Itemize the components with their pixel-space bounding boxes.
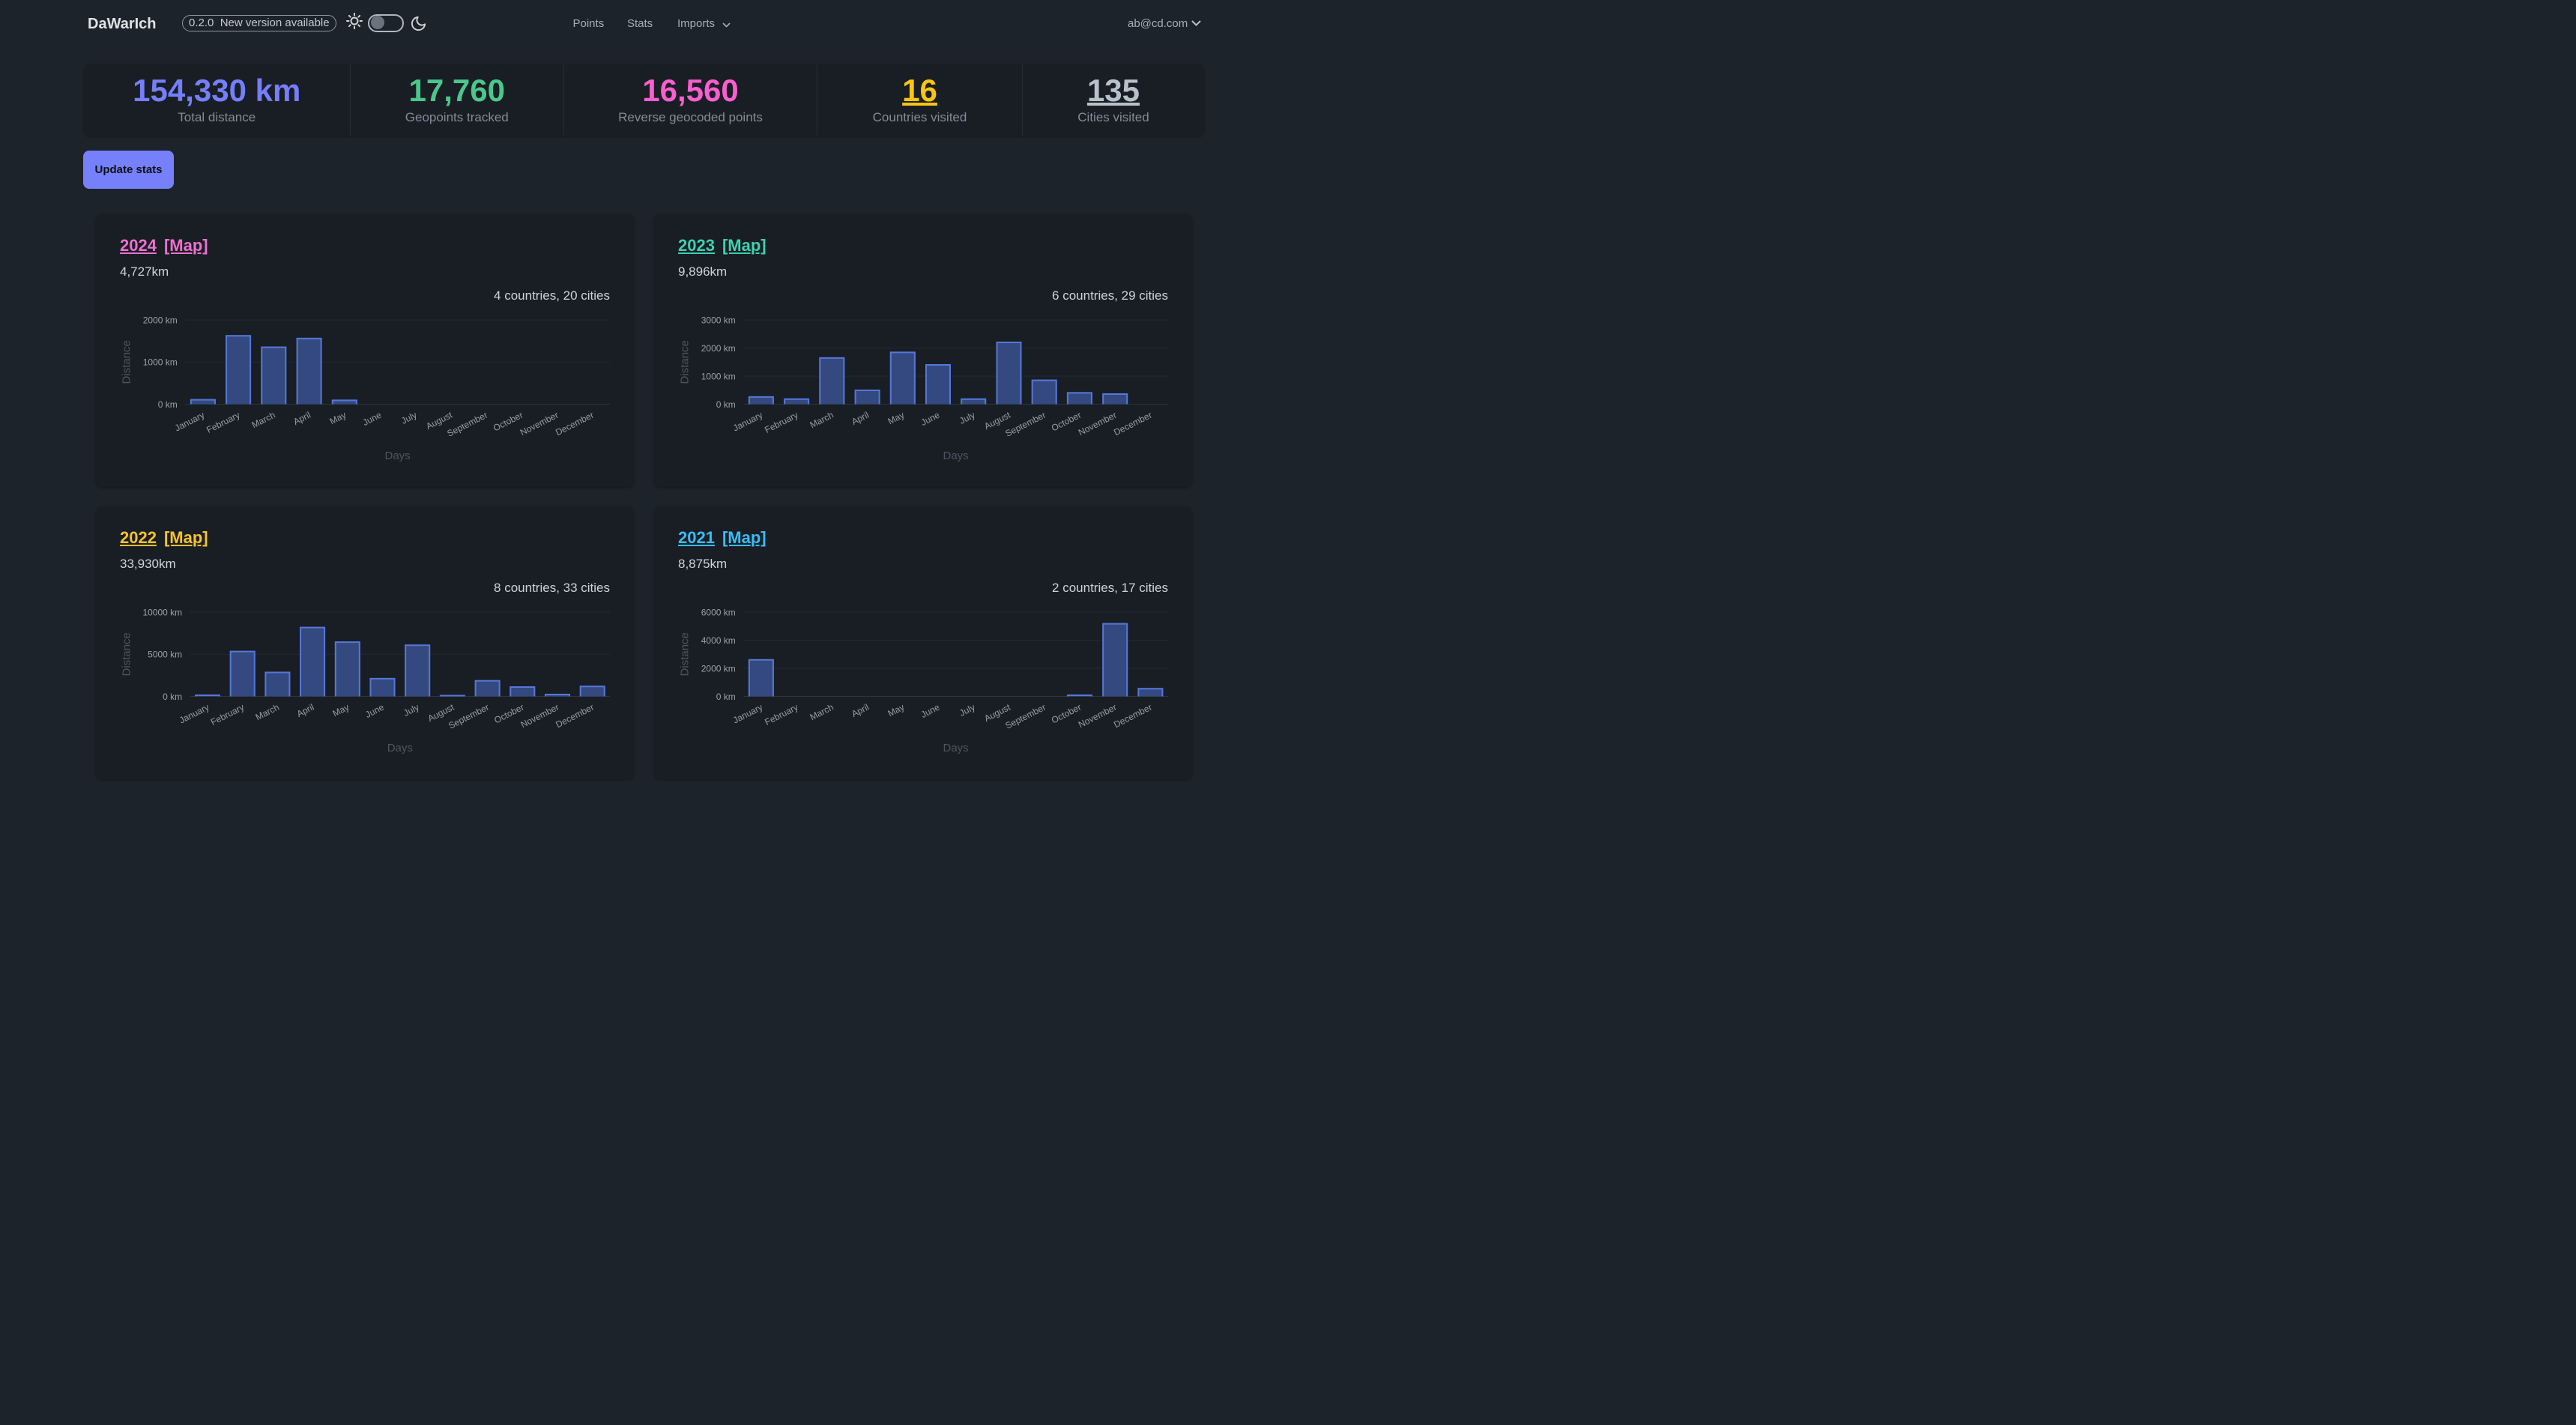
svg-text:January: January (731, 409, 764, 433)
svg-text:4000 km: 4000 km (701, 635, 736, 645)
svg-text:June: June (919, 409, 942, 427)
svg-text:April: April (295, 701, 316, 718)
svg-text:Distance: Distance (121, 340, 133, 384)
svg-text:June: June (363, 701, 386, 719)
svg-text:January: January (178, 701, 211, 725)
svg-text:Days: Days (943, 742, 969, 754)
svg-text:July: July (399, 409, 418, 426)
svg-text:September: September (445, 409, 489, 438)
svg-text:April: April (850, 701, 871, 718)
svg-text:December: December (554, 409, 596, 438)
svg-text:Distance: Distance (679, 340, 692, 384)
svg-text:3000 km: 3000 km (701, 315, 736, 325)
svg-text:January: January (731, 701, 764, 725)
svg-text:0 km: 0 km (716, 399, 736, 409)
svg-text:April: April (850, 409, 871, 426)
svg-text:March: March (254, 701, 281, 722)
svg-text:Distance: Distance (121, 632, 133, 676)
svg-text:1000 km: 1000 km (143, 357, 178, 367)
svg-text:November: November (1077, 701, 1119, 730)
svg-text:June: June (361, 409, 384, 427)
svg-text:0 km: 0 km (716, 691, 736, 701)
svg-text:February: February (763, 701, 799, 727)
svg-text:May: May (886, 409, 907, 426)
svg-text:2000 km: 2000 km (701, 342, 736, 353)
svg-text:May: May (886, 701, 907, 718)
svg-text:0 km: 0 km (163, 691, 182, 701)
svg-text:September: September (447, 701, 491, 730)
svg-text:July: July (402, 701, 420, 718)
svg-text:0 km: 0 km (158, 399, 178, 409)
svg-text:February: February (205, 409, 241, 435)
svg-text:10000 km: 10000 km (142, 607, 182, 617)
svg-text:1000 km: 1000 km (701, 371, 736, 381)
svg-text:5000 km: 5000 km (148, 649, 182, 659)
svg-text:July: July (958, 409, 976, 426)
svg-text:November: November (518, 409, 560, 438)
svg-text:March: March (808, 701, 835, 722)
svg-text:March: March (250, 409, 277, 430)
svg-text:December: December (1112, 701, 1154, 730)
svg-text:February: February (209, 701, 246, 727)
svg-text:November: November (1077, 409, 1119, 438)
svg-text:June: June (919, 701, 942, 719)
svg-text:February: February (763, 409, 799, 435)
svg-text:2000 km: 2000 km (143, 315, 178, 325)
svg-text:Days: Days (385, 450, 411, 462)
svg-text:Distance: Distance (679, 632, 692, 676)
svg-text:May: May (328, 409, 348, 426)
svg-text:6000 km: 6000 km (701, 607, 736, 617)
svg-text:January: January (173, 409, 206, 433)
svg-text:December: December (1112, 409, 1154, 438)
svg-text:March: March (808, 409, 835, 430)
svg-text:December: December (554, 701, 596, 730)
svg-text:Days: Days (943, 450, 969, 462)
svg-text:April: April (291, 409, 312, 426)
svg-text:2000 km: 2000 km (701, 663, 736, 674)
svg-text:May: May (331, 701, 351, 718)
svg-text:September: September (1003, 409, 1047, 438)
svg-text:Days: Days (387, 742, 413, 754)
svg-text:July: July (958, 701, 976, 718)
svg-text:September: September (1003, 701, 1047, 730)
svg-text:November: November (519, 701, 561, 730)
